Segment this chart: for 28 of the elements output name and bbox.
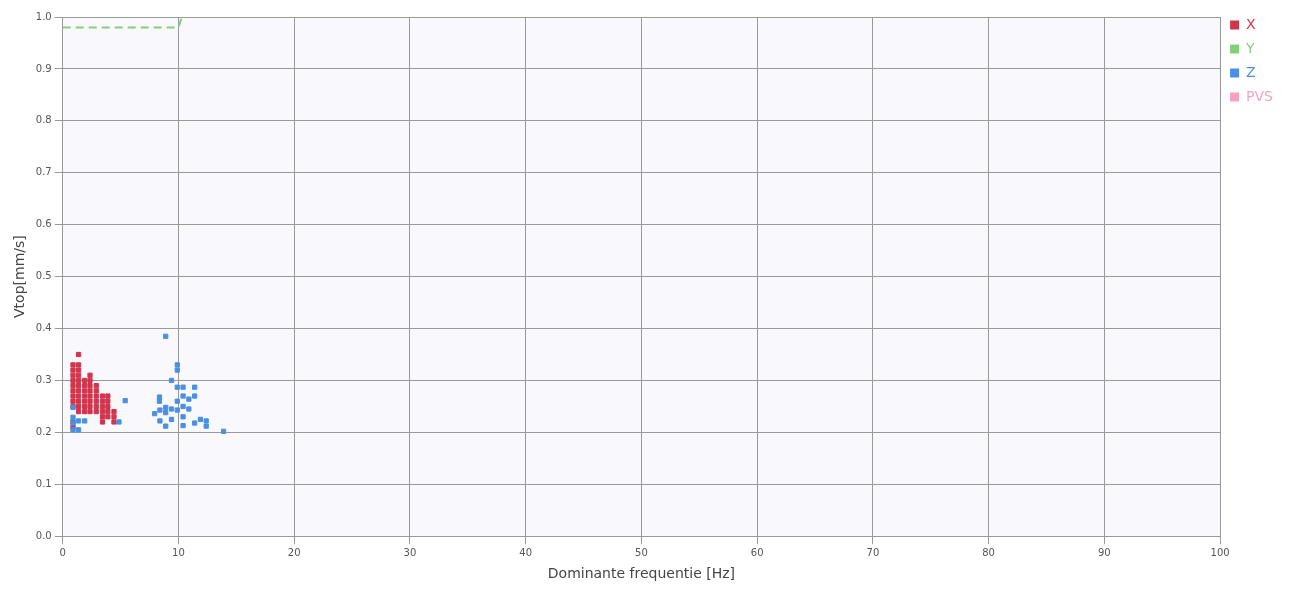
legend-label: Y — [1245, 39, 1256, 56]
x-tick-label: 70 — [866, 546, 880, 558]
y-tick-label: 0.6 — [35, 218, 52, 230]
x-tick-label: 90 — [1097, 546, 1111, 558]
x-tick-label: 80 — [982, 546, 995, 558]
x-tick-label: 40 — [519, 546, 533, 558]
y-tick-label: 0.3 — [35, 374, 52, 386]
y-tick-label: 0.9 — [35, 62, 52, 74]
y-tick-label: 1.0 — [35, 10, 52, 22]
x-tick-label: 20 — [287, 546, 301, 558]
x-tick-label: 60 — [750, 546, 764, 558]
y-tick-label: 0.2 — [35, 425, 52, 437]
legend-label: Z — [1246, 63, 1256, 80]
y-tick-label: 0.7 — [35, 166, 52, 178]
y-tick-label: 0.1 — [35, 477, 52, 489]
x-axis-title: Dominante frequentie [Hz] — [547, 565, 736, 582]
x-tick-label: 30 — [403, 546, 417, 558]
x-tick-label: 10 — [172, 546, 185, 558]
y-tick-label: 0.4 — [35, 322, 52, 334]
legend-label: PVS — [1246, 87, 1274, 104]
legend-label: X — [1246, 15, 1257, 32]
x-tick-label: 0 — [59, 546, 66, 558]
y-axis-title: Vtop[mm/s] — [11, 235, 28, 318]
y-tick-label: 0.8 — [35, 114, 52, 126]
x-tick-label: 100 — [1210, 546, 1230, 558]
y-tick-label: 0.5 — [35, 270, 52, 282]
x-tick-label: 50 — [635, 546, 648, 558]
y-tick-label: 0.0 — [35, 529, 52, 541]
